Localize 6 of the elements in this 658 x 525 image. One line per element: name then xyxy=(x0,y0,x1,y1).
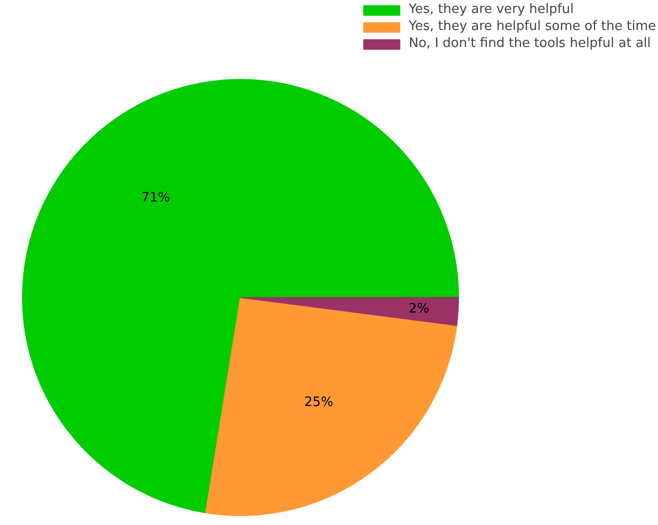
legend-label: No, I don't find the tools helpful at all xyxy=(408,36,651,51)
legend-label: Yes, they are helpful some of the time xyxy=(408,19,656,34)
data-label: 25% xyxy=(304,394,334,410)
data-label: 71% xyxy=(141,190,170,206)
data-label: 2% xyxy=(408,301,430,316)
legend-label: Yes, they are very helpful xyxy=(408,2,574,17)
